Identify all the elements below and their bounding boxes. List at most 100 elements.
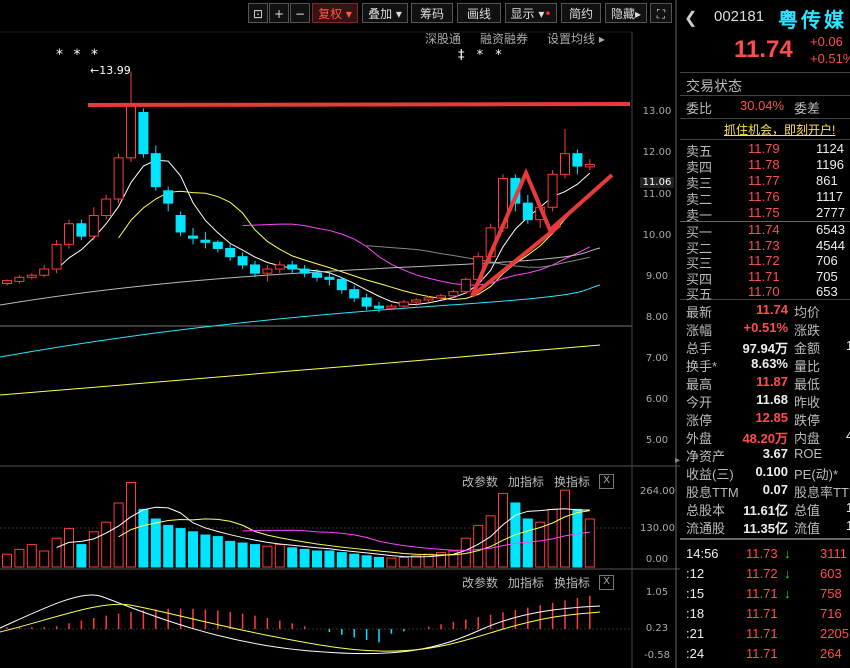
volume-bar xyxy=(14,548,25,568)
back-chevron-icon[interactable]: ❮ xyxy=(684,10,698,27)
candle-body xyxy=(138,112,149,155)
volume-bar xyxy=(572,508,583,568)
candle-body xyxy=(398,301,409,307)
vol-close-icon[interactable]: X xyxy=(599,474,614,489)
ask-price: 11.76 xyxy=(748,189,780,204)
stat-label: 流通股 xyxy=(686,521,726,536)
ma120-line xyxy=(0,344,601,396)
price-change: +0.06 xyxy=(810,34,843,49)
tick-price: 11.71 xyxy=(746,606,778,621)
tick-volume: 603 xyxy=(820,566,842,581)
macd-edit-params[interactable]: 改参数 xyxy=(462,576,499,590)
volume-bar xyxy=(76,544,87,568)
macd-tick: -0.58 xyxy=(644,650,670,661)
ask-volume: 861 xyxy=(816,173,838,188)
dif-line xyxy=(0,594,601,655)
price-tick: 12.00 xyxy=(642,147,672,158)
stock-name: 粤传媒 xyxy=(778,10,847,32)
shengutong-link[interactable]: 深股通 xyxy=(425,32,462,46)
volume-bar xyxy=(349,553,360,568)
ma60-line xyxy=(0,284,601,358)
bid-volume: 6543 xyxy=(816,222,845,237)
kline-chart[interactable] xyxy=(0,0,680,668)
ask-price: 11.75 xyxy=(748,205,780,220)
bid-volume: 706 xyxy=(816,253,838,268)
macd-close-icon[interactable]: X xyxy=(599,575,614,590)
bid-volume: 4544 xyxy=(816,237,845,253)
ask-row: 卖三 11.77 861 xyxy=(686,173,850,191)
candle-body xyxy=(423,297,434,301)
candle-body xyxy=(460,278,471,293)
candle-body xyxy=(386,305,397,309)
fuquan-button[interactable]: 复权 ▾ xyxy=(312,3,358,23)
vol-tick: 130.00 xyxy=(640,523,675,534)
candle-body xyxy=(175,215,186,233)
draw-line-button[interactable]: 画线 xyxy=(457,3,501,23)
promo-link[interactable]: 抓住机会，即刻开户! xyxy=(724,123,836,137)
volume-bar xyxy=(361,555,372,568)
tick-row: :21 11.71 2205 xyxy=(686,626,850,644)
stat-label2: 涨跌 xyxy=(794,323,821,338)
macd-switch-indicator[interactable]: 换指标 xyxy=(554,576,591,590)
bid-label: 买五 xyxy=(686,287,713,302)
stat-row: 净资产 3.67 ROE xyxy=(686,446,850,464)
volume-bar xyxy=(287,547,298,568)
volume-bar xyxy=(312,550,322,568)
tick-row: :15 11.71 ↓ 758 xyxy=(686,586,850,604)
ma-settings-link[interactable]: 设置均线 ▸ xyxy=(547,32,605,46)
chips-button[interactable]: 筹码 xyxy=(411,3,453,23)
tick-row: :24 11.71 264 xyxy=(686,646,850,664)
stock-code: 002181 xyxy=(714,8,765,25)
volume-bar xyxy=(150,518,161,568)
overlay-button[interactable]: 叠加 ▾ xyxy=(362,3,408,23)
ma250-line xyxy=(0,247,601,306)
zoom-in-button[interactable]: + xyxy=(269,3,289,23)
stat-label: 收益(三) xyxy=(686,467,734,482)
candle-body xyxy=(522,202,533,221)
candle-body xyxy=(274,264,285,270)
stat-row: 总股本 11.61亿 总值 1 xyxy=(686,500,850,518)
volume-bar xyxy=(262,545,273,568)
price-tick: 5.00 xyxy=(645,435,669,446)
stat-row: 外盘 48.20万 内盘 4 xyxy=(686,428,850,446)
stat-label2: 总值 xyxy=(794,503,821,518)
vol-switch-indicator[interactable]: 换指标 xyxy=(554,475,591,489)
lock-icon[interactable]: ⊡ xyxy=(248,3,268,23)
rongzi-link[interactable]: 融资融券 xyxy=(480,32,529,46)
fullscreen-icon[interactable]: ⛶ xyxy=(650,3,672,23)
volume-bar xyxy=(101,521,112,568)
macd-add-indicator[interactable]: 加指标 xyxy=(508,576,545,590)
display-button[interactable]: 显示 ▾• xyxy=(505,3,557,23)
tick-volume: 716 xyxy=(820,606,842,621)
stat-value2: 1 xyxy=(846,518,850,533)
tick-time: 14:56 xyxy=(686,546,719,561)
candle-body xyxy=(572,153,583,167)
candle-body xyxy=(113,157,124,200)
stat-label2: ROE xyxy=(794,446,823,461)
stat-label: 总股本 xyxy=(686,503,726,518)
price-tick: 8.00 xyxy=(645,312,669,323)
tick-volume: 758 xyxy=(820,586,842,601)
price-tick: 9.00 xyxy=(645,271,669,282)
candle-body xyxy=(225,247,236,258)
stat-label2: 量比 xyxy=(794,359,821,374)
tick-volume: 264 xyxy=(820,646,842,661)
resistance-line xyxy=(87,102,631,107)
zoom-out-button[interactable]: − xyxy=(290,3,310,23)
vol-add-indicator[interactable]: 加指标 xyxy=(508,475,545,489)
simple-button[interactable]: 简约 xyxy=(561,3,601,23)
hide-button[interactable]: 隐藏▸ xyxy=(605,3,647,23)
volume-bar xyxy=(237,542,248,568)
stat-row: 流通股 11.35亿 流值 1 xyxy=(686,518,850,536)
candle-body xyxy=(448,291,459,297)
price-tick: 10.00 xyxy=(642,230,672,241)
ask-label: 卖五 xyxy=(686,144,713,159)
stat-label: 涨幅 xyxy=(686,323,713,338)
vol-edit-params[interactable]: 改参数 xyxy=(462,475,499,489)
candle-body xyxy=(250,264,260,274)
volume-bar xyxy=(200,534,211,568)
volume-bar xyxy=(51,537,62,568)
collapse-arrow-icon[interactable]: ▸ xyxy=(675,455,681,466)
stat-value: 11.61亿 xyxy=(743,503,788,518)
ask-row: 卖五 11.79 1124 xyxy=(686,141,850,159)
